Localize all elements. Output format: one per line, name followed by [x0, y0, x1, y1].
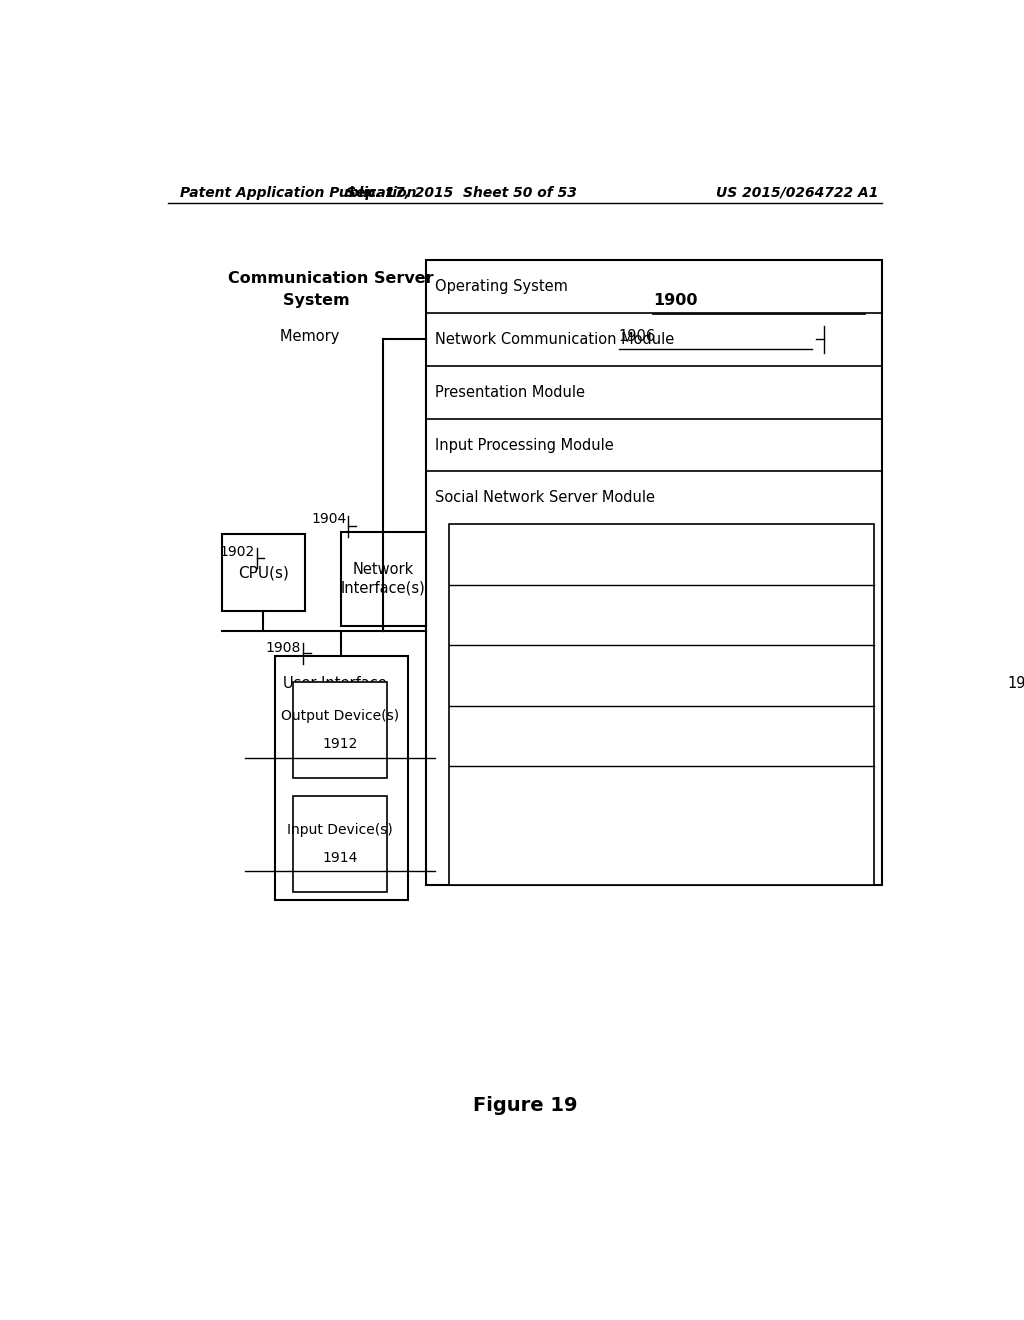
Bar: [293, 796, 387, 892]
Text: 1908: 1908: [265, 642, 301, 655]
Text: 1904: 1904: [311, 512, 346, 527]
Bar: [221, 535, 305, 611]
Text: 1902: 1902: [220, 545, 255, 558]
Text: Communication Module: Communication Module: [459, 668, 631, 682]
Text: User Interface: User Interface: [283, 676, 391, 692]
Text: Conversation Module: Conversation Module: [459, 729, 613, 743]
Text: Input Processing Module: Input Processing Module: [435, 437, 618, 453]
Text: 1906: 1906: [618, 329, 655, 343]
Text: Patent Application Publication: Patent Application Publication: [179, 186, 416, 199]
Bar: [450, 524, 874, 886]
Text: Input Device(s): Input Device(s): [287, 822, 393, 837]
Text: CPU(s): CPU(s): [238, 565, 289, 579]
Bar: [341, 532, 426, 626]
Text: 1910: 1910: [1008, 676, 1024, 692]
Text: 1912: 1912: [323, 738, 357, 751]
Text: 1900: 1900: [653, 293, 697, 308]
Text: Figure 19: Figure 19: [472, 1096, 578, 1115]
Text: Binding Module: Binding Module: [459, 548, 573, 561]
Text: Memory: Memory: [281, 329, 344, 343]
Text: Operating System: Operating System: [435, 279, 572, 294]
Bar: [274, 656, 409, 900]
Text: 1914: 1914: [323, 851, 357, 865]
Text: User Management Module: User Management Module: [459, 609, 650, 622]
Text: Presentation Module: Presentation Module: [435, 384, 590, 400]
Text: Network Communication Module: Network Communication Module: [435, 331, 679, 347]
Text: Communication Server: Communication Server: [227, 271, 433, 286]
Text: Social Network Server Module: Social Network Server Module: [435, 490, 659, 506]
Text: System: System: [283, 293, 355, 308]
Bar: [293, 682, 387, 779]
Text: Network
Interface(s): Network Interface(s): [341, 562, 426, 597]
Text: US 2015/0264722 A1: US 2015/0264722 A1: [716, 186, 878, 199]
Text: Sep. 17, 2015  Sheet 50 of 53: Sep. 17, 2015 Sheet 50 of 53: [346, 186, 577, 199]
Text: Output Device(s): Output Device(s): [281, 709, 399, 723]
Bar: [426, 260, 882, 886]
Text: Other Modules: Other Modules: [459, 789, 567, 804]
